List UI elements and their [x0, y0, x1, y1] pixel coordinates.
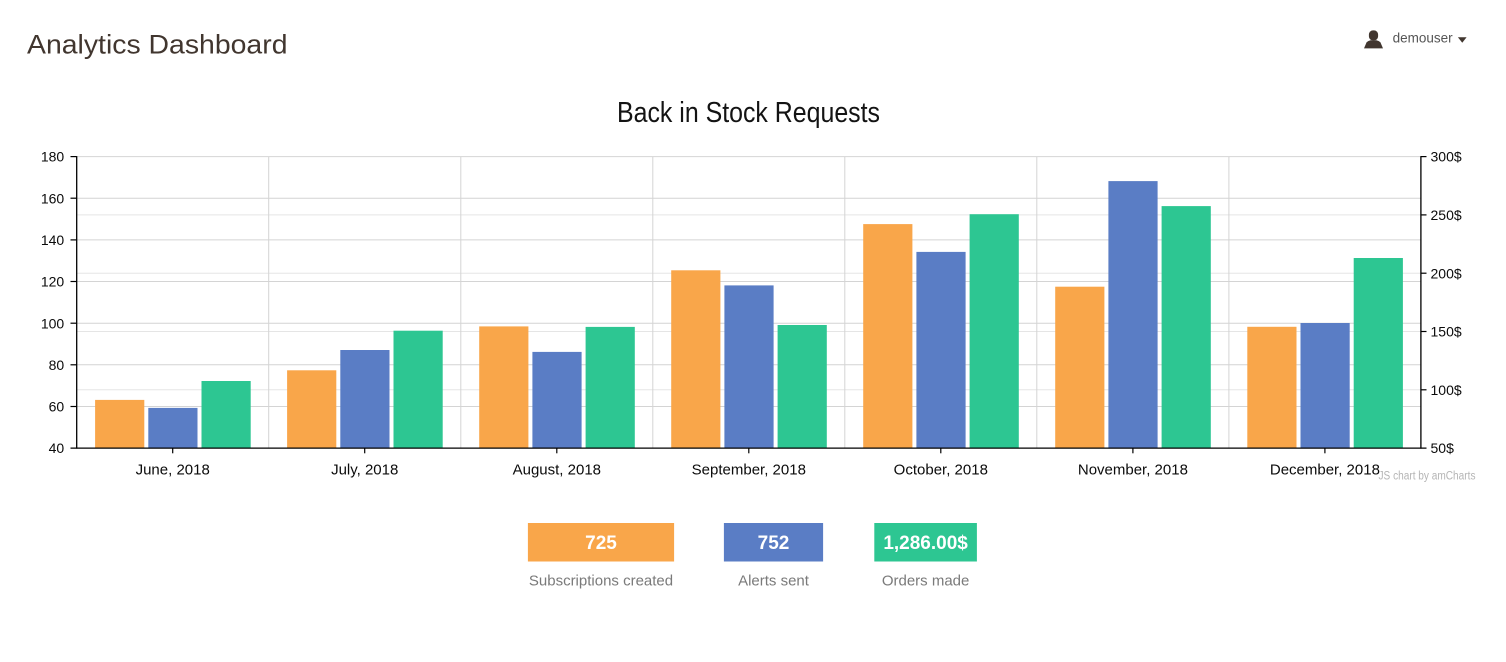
svg-text:Subscriptions created: Subscriptions created [529, 573, 673, 590]
svg-text:Back in Stock Requests: Back in Stock Requests [617, 97, 880, 129]
svg-text:September, 2018: September, 2018 [692, 462, 806, 479]
svg-text:JS chart by amCharts: JS chart by amCharts [1379, 471, 1476, 483]
svg-text:October, 2018: October, 2018 [894, 462, 988, 479]
svg-text:Analytics Dashboard: Analytics Dashboard [27, 30, 288, 60]
svg-text:200$: 200$ [1431, 265, 1462, 281]
svg-text:180: 180 [41, 149, 65, 165]
svg-text:120: 120 [41, 274, 65, 290]
svg-text:250$: 250$ [1431, 207, 1462, 223]
svg-text:100$: 100$ [1431, 382, 1462, 398]
svg-text:July, 2018: July, 2018 [331, 462, 398, 479]
svg-text:demouser: demouser [1393, 31, 1454, 46]
svg-text:160: 160 [41, 190, 65, 206]
svg-text:June, 2018: June, 2018 [136, 462, 210, 479]
svg-text:50$: 50$ [1431, 440, 1455, 456]
svg-text:100: 100 [41, 315, 65, 331]
svg-text:150$: 150$ [1431, 324, 1462, 340]
svg-text:Orders made: Orders made [882, 573, 970, 590]
svg-text:80: 80 [49, 357, 65, 373]
svg-text:140: 140 [41, 232, 65, 248]
svg-text:1,286.00$: 1,286.00$ [883, 533, 968, 554]
svg-text:300$: 300$ [1431, 149, 1462, 165]
svg-text:August, 2018: August, 2018 [513, 462, 601, 479]
svg-text:60: 60 [49, 399, 65, 415]
svg-text:November, 2018: November, 2018 [1078, 462, 1188, 479]
svg-text:725: 725 [585, 533, 617, 554]
svg-text:40: 40 [49, 440, 65, 456]
svg-text:Alerts sent: Alerts sent [738, 573, 810, 590]
svg-text:December, 2018: December, 2018 [1270, 462, 1380, 479]
svg-text:752: 752 [758, 533, 790, 554]
